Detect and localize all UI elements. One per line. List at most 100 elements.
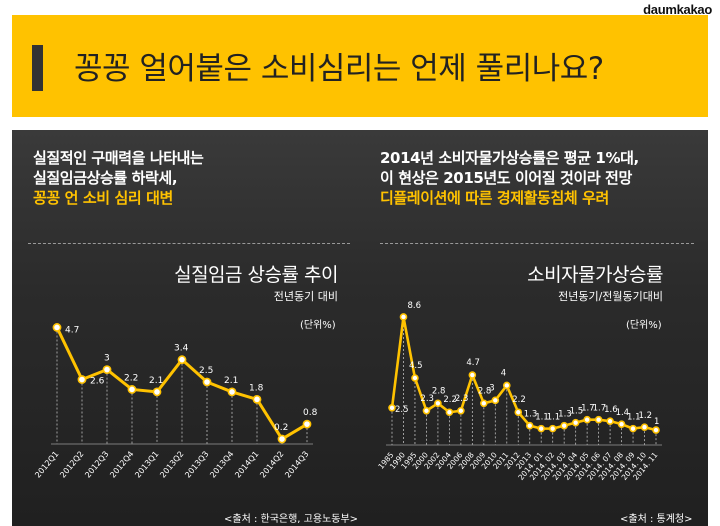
data-label-2: 4.5 — [409, 361, 423, 371]
data-label-13: 1.1 — [535, 413, 549, 423]
data-point-21 — [629, 424, 637, 433]
data-point-5 — [177, 355, 187, 365]
data-label-8: 2.8 — [478, 386, 492, 396]
tick-label-0: 2012Q1 — [33, 450, 60, 480]
tick-label-8: 2014Q1 — [233, 450, 260, 480]
data-point-0 — [52, 323, 62, 332]
data-point-17 — [583, 415, 591, 424]
right-chart-subtitle: 전년동기/전월동기대비 — [558, 290, 663, 303]
data-label-10: 4 — [501, 368, 506, 378]
left-divider — [28, 243, 350, 244]
right-chart-unit: (단위%) — [626, 320, 662, 331]
cpi-growth-chart: 2.58.64.52.32.82.22.34.72.8342.21.31.11.… — [376, 301, 662, 482]
tick-label-7: 2013Q4 — [208, 450, 235, 480]
data-point-10 — [302, 419, 312, 429]
left-chart-title: 실질임금 상승률 추이 — [174, 264, 338, 286]
data-point-15 — [560, 421, 568, 430]
data-label-3: 2.2 — [124, 373, 138, 383]
data-label-7: 4.7 — [466, 358, 480, 368]
left-chart-unit: (단위%) — [300, 320, 336, 331]
data-label-23: 1 — [654, 417, 659, 427]
data-label-1: 2.6 — [90, 377, 105, 387]
left-summary-line-1: 실질적인 구매력을 나타내는 — [33, 149, 204, 167]
data-point-4 — [152, 387, 162, 397]
tick-label-3: 2012Q4 — [108, 450, 135, 480]
data-label-14: 1.1 — [547, 413, 561, 423]
data-point-7 — [468, 371, 477, 379]
data-label-10: 0.8 — [303, 408, 318, 418]
tick-label-2: 2012Q3 — [83, 450, 110, 480]
left-source: <출처 : 한국은행, 고용노동부> — [224, 514, 359, 525]
data-point-7 — [227, 387, 237, 397]
page-title: 꽁꽁 얼어붙은 소비심리는 언제 풀리나요? — [74, 51, 604, 87]
data-point-20 — [617, 420, 626, 428]
left-summary-highlight: 꽁꽁 언 소비 심리 대변 — [33, 189, 173, 207]
data-point-6 — [457, 406, 465, 415]
right-source: <출처 : 통계청> — [620, 514, 693, 525]
data-label-12: 1.3 — [524, 410, 538, 420]
data-point-11 — [514, 408, 523, 417]
data-point-6 — [202, 377, 212, 387]
data-point-2 — [102, 365, 112, 374]
data-label-9: 3 — [489, 383, 494, 393]
data-label-1: 8.6 — [407, 301, 421, 311]
infographic-panel — [12, 130, 708, 526]
data-point-9 — [491, 396, 500, 405]
data-point-8 — [480, 399, 488, 408]
data-point-22 — [640, 423, 649, 431]
right-chart-title: 소비자물가상승률 — [527, 264, 663, 286]
data-point-13 — [537, 424, 546, 433]
data-label-9: 0.2 — [274, 423, 288, 433]
data-label-6: 2.3 — [455, 394, 469, 404]
data-label-7: 2.1 — [224, 376, 238, 386]
right-summary-line-2: 이 현상은 2015년도 이어질 것이라 전망 — [380, 169, 632, 187]
data-label-0: 2.5 — [395, 405, 409, 415]
data-label-17: 1.7 — [581, 404, 595, 414]
data-point-4 — [434, 399, 442, 408]
data-label-2: 3 — [104, 354, 110, 364]
data-label-15: 1.3 — [558, 410, 572, 420]
tick-label-6: 2013Q3 — [183, 450, 210, 480]
left-summary-line-2: 실질임금상승률 하락세, — [33, 169, 178, 187]
data-label-5: 3.4 — [174, 344, 189, 354]
data-point-3 — [422, 406, 431, 415]
data-label-21: 1.1 — [627, 413, 641, 423]
data-label-16: 1.5 — [570, 407, 584, 417]
data-label-0: 4.7 — [65, 325, 79, 335]
data-point-10 — [502, 381, 511, 390]
tick-label-9: 2014Q2 — [258, 450, 285, 480]
left-summary: 실질적인 구매력을 나타내는 실질임금상승률 하락세, 꽁꽁 언 소비 심리 대… — [33, 148, 204, 208]
data-label-22: 1.2 — [639, 411, 653, 421]
tick-label-1: 2012Q2 — [58, 450, 85, 480]
right-divider — [380, 243, 694, 244]
data-label-6: 2.5 — [199, 366, 213, 376]
data-point-0 — [388, 403, 396, 412]
data-point-18 — [594, 415, 603, 424]
right-summary-line-1: 2014년 소비자물가상승률은 평균 1%대, — [380, 149, 639, 167]
brand-logo: daumkakao — [643, 2, 712, 17]
tick-label-5: 2013Q2 — [158, 450, 185, 480]
data-point-8 — [252, 394, 262, 404]
wage-growth-chart: 4.72.632.2 2.13.42.52.11.80.20.82012Q1201… — [33, 323, 318, 480]
data-label-20: 1.4 — [616, 408, 630, 418]
data-label-5: 2.2 — [443, 395, 457, 405]
data-point-19 — [606, 417, 614, 425]
data-point-5 — [445, 408, 454, 417]
data-label-4: 2.8 — [432, 386, 446, 396]
data-point-1 — [77, 375, 87, 384]
tick-label-4: 2013Q1 — [133, 450, 160, 480]
data-label-4: 2.1 — [149, 376, 163, 386]
data-point-12 — [525, 421, 534, 430]
right-summary-highlight: 디플레이션에 따른 경제활동침체 우려 — [380, 189, 609, 207]
data-point-23 — [652, 426, 660, 434]
data-point-14 — [548, 424, 557, 433]
data-point-9 — [277, 434, 287, 444]
left-chart-subtitle: 전년동기 대비 — [273, 290, 338, 303]
data-point-2 — [411, 374, 419, 382]
banner-accent-bar — [32, 45, 43, 91]
headline-banner: 꽁꽁 얼어붙은 소비심리는 언제 풀리나요? — [12, 15, 708, 117]
data-label-11: 2.2 — [512, 395, 526, 405]
tick-label-10: 2014Q3 — [283, 450, 310, 480]
data-point-1 — [399, 313, 408, 321]
right-summary: 2014년 소비자물가상승률은 평균 1%대, 이 현상은 2015년도 이어질… — [380, 148, 639, 208]
